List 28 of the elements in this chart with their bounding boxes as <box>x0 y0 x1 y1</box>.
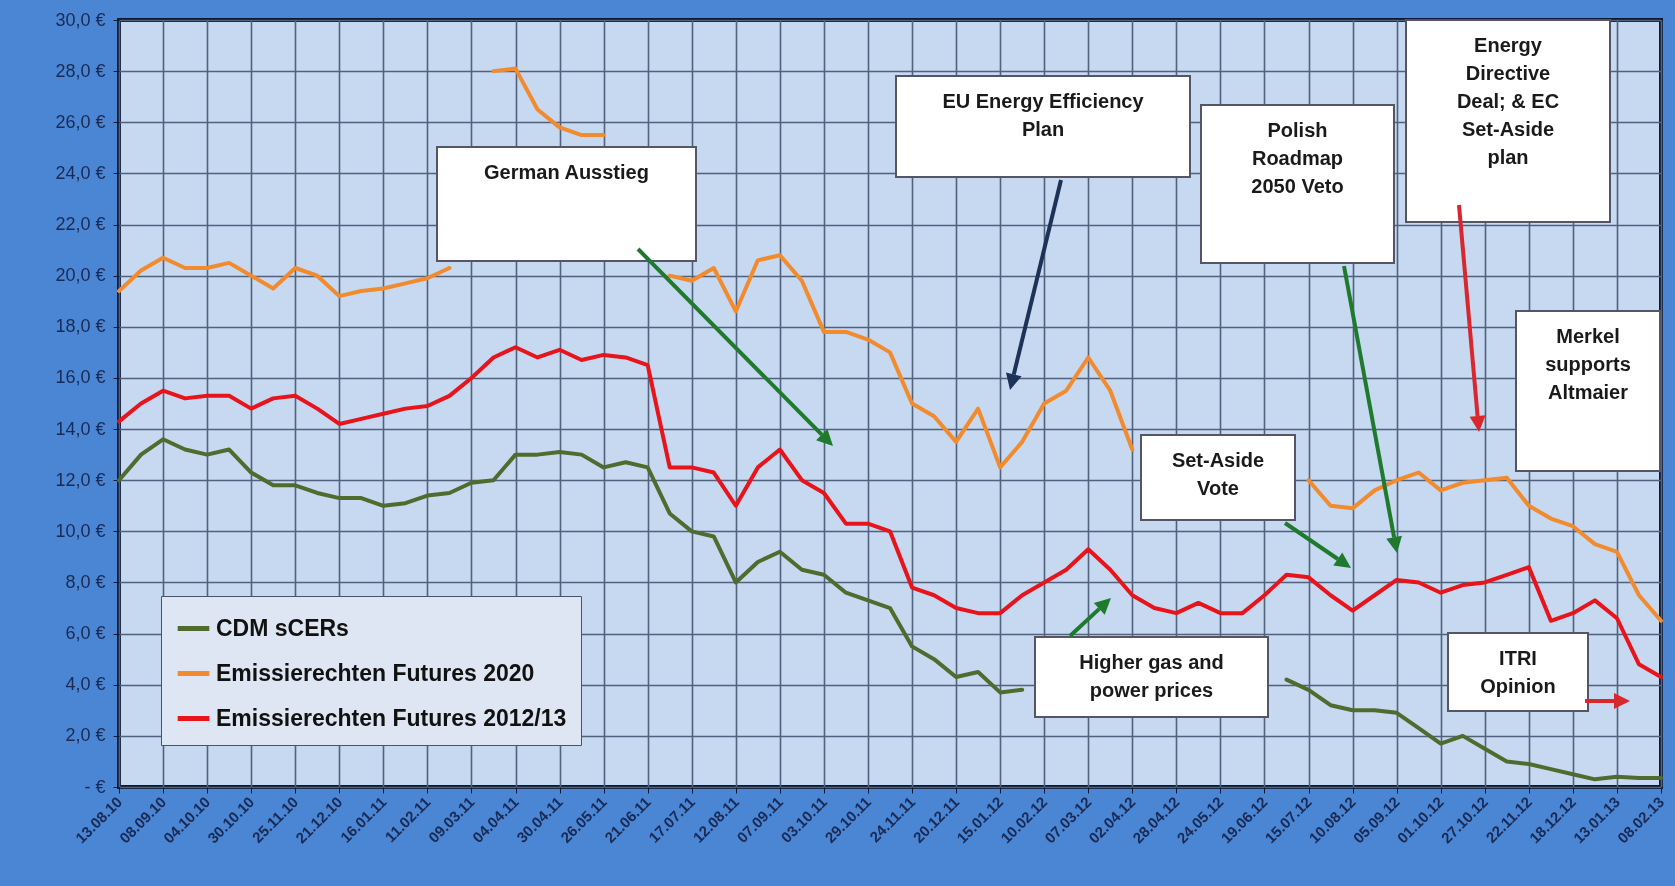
y-tick-label: 30,0 € <box>55 9 106 30</box>
y-tick-label: 22,0 € <box>55 214 106 235</box>
y-tick-label: 10,0 € <box>55 520 106 541</box>
callout-box: Set-Aside Vote <box>1140 434 1296 521</box>
y-tick-label: 12,0 € <box>55 469 106 490</box>
y-tick-label: 16,0 € <box>55 367 106 388</box>
y-tick-label: 4,0 € <box>65 674 106 695</box>
y-tick-label: 28,0 € <box>55 60 106 81</box>
y-tick-label: 2,0 € <box>65 725 106 746</box>
callout-box: ITRI Opinion <box>1447 632 1589 712</box>
y-tick-label: - € <box>84 776 106 797</box>
callout-box: Polish Roadmap 2050 Veto <box>1200 104 1395 264</box>
y-tick-label: 14,0 € <box>55 418 106 439</box>
callout-box: Higher gas and power prices <box>1034 636 1269 718</box>
legend-label: CDM sCERs <box>216 614 349 641</box>
y-tick-label: 20,0 € <box>55 265 106 286</box>
y-tick-label: 24,0 € <box>55 162 106 183</box>
y-tick-label: 6,0 € <box>65 623 106 644</box>
legend-label: Emissierechten Futures 2020 <box>216 659 535 686</box>
callout-box: Merkel supports Altmaier <box>1515 310 1661 472</box>
legend-label: Emissierechten Futures 2012/13 <box>216 704 567 731</box>
y-tick-label: 26,0 € <box>55 111 106 132</box>
y-tick-label: 18,0 € <box>55 316 106 337</box>
y-tick-label: 8,0 € <box>65 571 106 592</box>
callout-box: Energy Directive Deal; & EC Set-Aside plan <box>1405 19 1611 223</box>
callout-box: German Ausstieg <box>436 146 697 262</box>
line-series <box>117 345 1663 680</box>
callout-box: EU Energy Efficiency Plan <box>895 75 1191 178</box>
